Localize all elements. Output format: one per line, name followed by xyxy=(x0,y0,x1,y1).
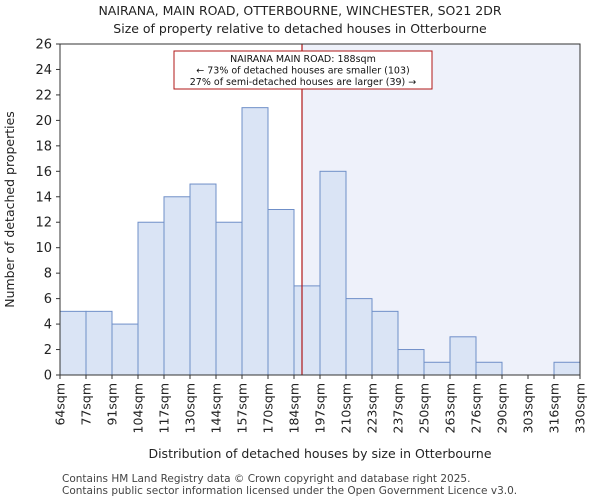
y-tick-label: 4 xyxy=(44,318,52,333)
x-tick-label: 330sqm xyxy=(573,383,588,433)
y-tick-label: 0 xyxy=(44,369,52,384)
y-axis-label: Number of detached properties xyxy=(2,111,17,308)
x-tick-label: 144sqm xyxy=(209,383,224,433)
x-tick-label: 250sqm xyxy=(417,383,432,433)
footer-licence: Contains public sector information licen… xyxy=(62,485,518,497)
x-tick-label: 290sqm xyxy=(495,383,510,433)
chart-title: NAIRANA, MAIN ROAD, OTTERBOURNE, WINCHES… xyxy=(98,3,502,18)
y-tick-label: 10 xyxy=(35,241,52,256)
bar-157sqm xyxy=(241,107,269,376)
x-tick-label: 263sqm xyxy=(443,383,458,433)
bar-144sqm xyxy=(215,221,243,376)
bar-250sqm xyxy=(423,361,451,376)
y-tick-label: 6 xyxy=(44,292,52,307)
x-tick-label: 157sqm xyxy=(235,383,250,433)
y-tick-label: 26 xyxy=(35,38,52,53)
y-tick-label: 14 xyxy=(35,190,52,205)
bar-184sqm xyxy=(293,285,321,376)
x-tick-label: 130sqm xyxy=(183,383,198,433)
y-tick-label: 12 xyxy=(35,216,52,231)
x-tick-label: 104sqm xyxy=(131,383,146,433)
bar-130sqm xyxy=(189,183,217,376)
y-tick-label: 18 xyxy=(35,139,52,154)
bar-316sqm xyxy=(553,361,581,376)
x-tick-label: 276sqm xyxy=(469,383,484,433)
bar-223sqm xyxy=(371,310,399,376)
bar-197sqm xyxy=(319,170,347,376)
y-tick-label: 2 xyxy=(44,343,52,358)
x-tick-label: 170sqm xyxy=(261,383,276,433)
footer-copyright: Contains HM Land Registry data © Crown c… xyxy=(62,473,471,485)
y-tick-label: 16 xyxy=(35,165,52,180)
bar-170sqm xyxy=(267,209,295,376)
bar-263sqm xyxy=(449,336,477,376)
chart-subtitle: Size of property relative to detached ho… xyxy=(113,21,487,36)
bar-117sqm xyxy=(163,196,191,376)
y-tick-label: 22 xyxy=(35,88,52,103)
annotation-line: 27% of semi-detached houses are larger (… xyxy=(190,77,417,88)
bar-104sqm xyxy=(137,221,165,376)
annotation-line: NAIRANA MAIN ROAD: 188sqm xyxy=(230,54,376,65)
x-tick-label: 77sqm xyxy=(79,383,94,426)
x-tick-label: 64sqm xyxy=(53,383,68,426)
bar-276sqm xyxy=(475,361,503,376)
bar-210sqm xyxy=(345,298,373,376)
y-tick-label: 24 xyxy=(35,63,52,78)
y-tick-label: 8 xyxy=(44,267,52,282)
annotation-line: ← 73% of detached houses are smaller (10… xyxy=(196,66,409,77)
x-tick-label: 223sqm xyxy=(365,383,380,433)
annotation-box xyxy=(173,50,433,90)
x-tick-label: 316sqm xyxy=(547,383,562,433)
x-tick-label: 237sqm xyxy=(391,383,406,433)
x-axis-label: Distribution of detached houses by size … xyxy=(148,446,491,461)
x-tick-label: 91sqm xyxy=(105,383,120,426)
x-tick-label: 210sqm xyxy=(339,383,354,433)
bar-91sqm xyxy=(111,323,139,376)
x-tick-label: 303sqm xyxy=(521,383,536,433)
bar-77sqm xyxy=(85,310,113,376)
bar-64sqm xyxy=(59,310,87,376)
x-tick-label: 197sqm xyxy=(313,383,328,433)
y-tick-label: 20 xyxy=(35,114,52,129)
x-tick-label: 184sqm xyxy=(287,383,302,433)
bar-237sqm xyxy=(397,349,425,376)
x-tick-label: 117sqm xyxy=(157,383,172,433)
